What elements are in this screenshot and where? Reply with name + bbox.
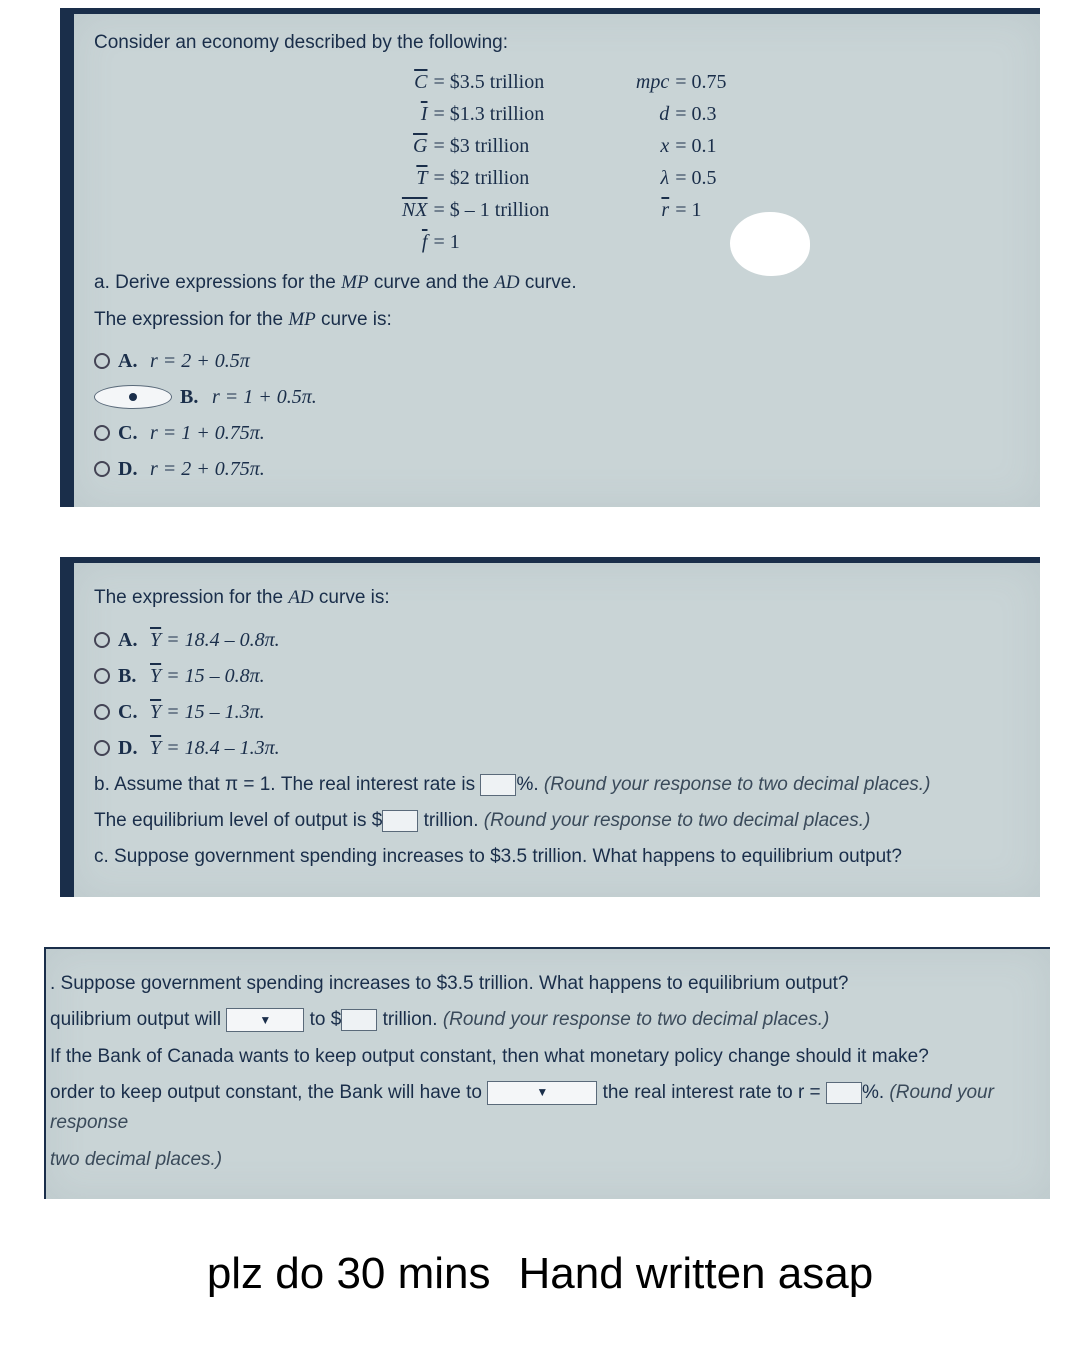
radio-icon — [94, 425, 110, 441]
panel-ad-curve: The expression for the AD curve is: A. Y… — [60, 557, 1040, 897]
direction-select[interactable]: ▼ — [226, 1008, 304, 1032]
followup-line3: order to keep output constant, the Bank … — [50, 1078, 1044, 1139]
option-key: B. — [180, 381, 204, 413]
ad-option-b[interactable]: B. Y = 15 – 0.8π. — [94, 660, 1020, 692]
radio-icon — [94, 668, 110, 684]
option-eq: Y = 18.4 – 1.3π. — [150, 732, 280, 764]
radio-icon — [94, 740, 110, 756]
mp-option-b[interactable]: B. r = 1 + 0.5π. — [94, 381, 1020, 413]
radio-icon — [94, 461, 110, 477]
followup-line2: If the Bank of Canada wants to keep outp… — [50, 1042, 1044, 1072]
chevron-down-icon: ▼ — [536, 1083, 548, 1102]
policy-action-select[interactable]: ▼ — [487, 1081, 597, 1105]
footer-note: plz do 30 mins Hand written asap — [0, 1249, 1080, 1299]
question-a-text: a. Derive expressions for the MP curve a… — [94, 268, 1020, 298]
chevron-down-icon: ▼ — [259, 1011, 271, 1030]
followup-line4: two decimal places.) — [50, 1145, 1044, 1175]
radio-icon — [94, 353, 110, 369]
ad-option-d[interactable]: D. Y = 18.4 – 1.3π. — [94, 732, 1020, 764]
followup-prompt: . Suppose government spending increases … — [50, 969, 1044, 999]
mp-option-c[interactable]: C. r = 1 + 0.75π. — [94, 417, 1020, 449]
option-key: D. — [118, 453, 142, 485]
option-eq: r = 2 + 0.75π. — [150, 453, 265, 485]
option-key: D. — [118, 732, 142, 764]
question-b-output: The equilibrium level of output is $ tri… — [94, 806, 1020, 836]
ad-option-c[interactable]: C. Y = 15 – 1.3π. — [94, 696, 1020, 728]
option-key: C. — [118, 417, 142, 449]
ad-prompt: The expression for the AD curve is: — [94, 583, 1020, 613]
question-c-text: c. Suppose government spending increases… — [94, 842, 1020, 872]
mp-prompt: The expression for the MP curve is: — [94, 305, 1020, 335]
option-eq: r = 2 + 0.5π — [150, 345, 250, 377]
equations-right-col: mpc= 0.75 d= 0.3 x= 0.1 λ= 0.5 r= 1 — [629, 66, 726, 258]
radio-icon — [94, 632, 110, 648]
intro-text: Consider an economy described by the fol… — [94, 28, 1020, 58]
followup-line1: quilibrium output will ▼ to $ trillion. … — [50, 1005, 1044, 1035]
ad-option-a[interactable]: A. Y = 18.4 – 0.8π. — [94, 624, 1020, 656]
question-b-rate: b. Assume that π = 1. The real interest … — [94, 770, 1020, 800]
option-eq: Y = 18.4 – 0.8π. — [150, 624, 280, 656]
option-key: B. — [118, 660, 142, 692]
footer-left: plz do 30 mins — [207, 1249, 491, 1299]
option-eq: Y = 15 – 0.8π. — [150, 660, 265, 692]
option-eq: r = 1 + 0.75π. — [150, 417, 265, 449]
white-blob-overlay — [730, 212, 810, 276]
equilibrium-output-input[interactable] — [382, 810, 418, 832]
option-key: C. — [118, 696, 142, 728]
footer-right: Hand written asap — [519, 1249, 874, 1299]
real-rate-input[interactable] — [480, 774, 516, 796]
new-output-input[interactable] — [341, 1009, 377, 1031]
option-key: A. — [118, 345, 142, 377]
mp-options: A. r = 2 + 0.5π B. r = 1 + 0.5π. C. r = … — [94, 345, 1020, 485]
panel-followup: . Suppose government spending increases … — [44, 947, 1050, 1199]
mp-option-a[interactable]: A. r = 2 + 0.5π — [94, 345, 1020, 377]
new-rate-input[interactable] — [826, 1082, 862, 1104]
ad-options: A. Y = 18.4 – 0.8π. B. Y = 15 – 0.8π. C.… — [94, 624, 1020, 764]
radio-icon — [94, 385, 172, 409]
equations-block: C= $3.5 trillion I= $1.3 trillion G= $3 … — [94, 66, 1020, 258]
radio-icon — [94, 704, 110, 720]
option-eq: Y = 15 – 1.3π. — [150, 696, 265, 728]
panel-mp-curve: Consider an economy described by the fol… — [60, 8, 1040, 507]
mp-option-d[interactable]: D. r = 2 + 0.75π. — [94, 453, 1020, 485]
option-key: A. — [118, 624, 142, 656]
option-eq: r = 1 + 0.5π. — [212, 381, 317, 413]
equations-left-col: C= $3.5 trillion I= $1.3 trillion G= $3 … — [387, 66, 549, 258]
